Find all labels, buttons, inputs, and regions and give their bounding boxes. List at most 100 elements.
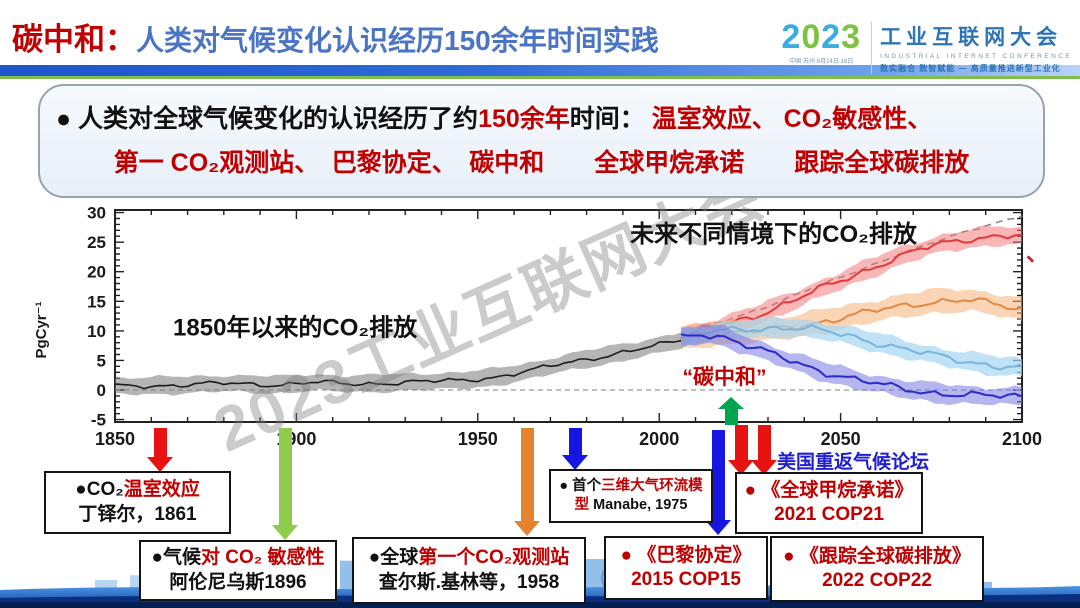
intro-box: ● 人类对全球气候变化的认识经历了约150余年时间： 温室效应、 CO₂敏感性、… [38,84,1045,198]
box-line: 阿伦尼乌斯1896 [169,571,306,595]
arrow-2021-methane-a-part [728,460,754,475]
box-line: ●气候对 CO₂ 敏感性 [152,546,325,570]
text-segment: 2021 COP21 [774,504,884,525]
box-line: 2015 COP15 [631,568,741,592]
box-2015-paris: ● 《巴黎协定》 2015 COP15 [604,536,768,600]
y-tick-label: 25 [87,233,106,252]
box-line: 丁铎尔，1861 [78,503,196,527]
text-segment: 查尔斯.基林等，1958 [378,571,560,593]
watermark: 2023工业互联网大会 [204,161,775,466]
box-2021-methane: ● 《全球甲烷承诺》 2021 COP21 [735,472,923,534]
text-segment: 阿伦尼乌斯1896 [169,571,307,593]
text-segment: ●全球 [368,547,419,569]
arrow-carbon-neutral-up [718,397,744,425]
arrow-1958-station-part [514,521,540,536]
arrow-2015-paris [705,430,731,535]
text-segment: 丁铎尔，1861 [78,503,197,525]
y-axis-label: PgCyr⁻¹ [33,301,50,358]
logo-name-cn: 工业互联网大会 [880,26,1063,49]
label-future: 未来不同情境下的CO₂排放 [630,220,918,248]
x-tick-label: 2050 [821,429,861,449]
intro-line-1: ● 人类对全球气候变化的认识经历了约150余年时间： 温室效应、 CO₂敏感性、 [40,97,1043,141]
text-segment: 第一 CO₂观测站、 巴黎协定、 碳中和 全球甲烷承诺 跟踪全球碳排放 [113,149,970,177]
box-line: 型 Manabe, 1975 [575,496,688,515]
logo-year: 2023 [781,20,861,54]
logo-divider [871,22,873,74]
intro-line-2: 第一 CO₂观测站、 巴黎协定、 碳中和 全球甲烷承诺 跟踪全球碳排放 [40,141,1043,185]
box-line: ●CO₂温室效应 [75,478,199,502]
text-segment: 《全球甲烷承诺》 [761,479,914,501]
x-tick-label: 2100 [1002,429,1042,449]
text-segment: ●气候 [151,547,201,569]
logo-date: 中国·苏州 8月14日-16日 [789,59,854,65]
y-tick-label: 20 [87,263,106,282]
y-tick-label: 15 [87,292,106,311]
text-segment: 三维大气环流模 [601,478,703,495]
series-scenario-low-carbon-neutral [680,333,1023,399]
band-scenario-mid-low [681,316,1022,377]
text-segment: 人类对全球气候变化的认识经历了约 [78,105,479,133]
text-segment: ● [56,105,79,133]
text-segment: 150余年 [478,105,570,133]
arrow-1861-greenhouse [147,428,173,472]
text-segment: 《巴黎协定》 [637,544,752,566]
arrow-1958-station [514,428,540,536]
header-divider-blue [0,65,1080,76]
text-segment: Manabe, 1975 [589,497,688,513]
arrow-2021-methane-b [751,425,777,475]
band-historical [115,323,710,396]
logo-year-digit: 2 [821,18,842,56]
arrow-1896-sensitivity [272,428,298,540]
header-divider-green [0,76,1080,79]
page-title-keyword: 碳中和： [12,22,136,57]
box-line: ● 《巴黎协定》 [621,544,752,568]
box-line: 2022 COP22 [822,569,932,593]
arrow-1861-greenhouse-part [147,457,173,472]
page-title: 碳中和： 人类对气候变化认识经历150余年时间实践 [12,14,659,59]
box-1861-greenhouse: ●CO₂温室效应 丁铎尔，1861 [44,471,231,534]
arrow-2021-methane-a [728,425,754,475]
arrow-2015-paris-part [705,520,731,535]
arrow-1975-model [562,428,588,470]
text-segment: ● [783,545,800,567]
arrow-1861-greenhouse-part [153,428,167,458]
band-scenario-low-carbon-neutral [681,324,1022,406]
box-2022-tracking: ● 《跟踪全球碳排放》 2022 COP22 [770,536,984,602]
arrow-carbon-neutral-up-part [718,397,744,409]
series-scenario-high [680,233,1023,341]
band-scenario-high [681,225,1022,347]
box-1975-model: ● 首个三维大气环流模型 Manabe, 1975 [549,469,713,523]
skyline-building [585,559,607,594]
skyline-base-bar [0,602,1080,608]
text-segment: ●CO₂ [75,479,124,501]
arrow-1896-sensitivity-part [278,428,292,526]
x-tick-label: 1850 [95,429,135,449]
text-segment: 2022 COP22 [822,570,932,591]
stray-comma-mark: 、 [1026,241,1049,266]
arrow-1958-station-part [520,428,534,522]
logo-year-digit: 3 [841,18,862,56]
page-title-text: 人类对气候变化认识经历150余年时间实践 [136,25,659,56]
y-tick-label: -5 [91,411,106,430]
arrow-1975-model-part [562,455,588,470]
arrow-1896-sensitivity-part [272,525,298,540]
text-segment: 对 CO₂ 敏感性 [200,547,325,569]
arrow-2021-methane-b-part [751,460,777,475]
y-tick-label: 5 [97,351,106,370]
box-line: ● 《全球甲烷承诺》 [745,479,914,503]
logo-year-digit: 2 [781,18,802,56]
box-line: ● 《跟踪全球碳排放》 [783,545,971,569]
y-tick-label: 0 [97,381,106,400]
box-line: 查尔斯.基林等，1958 [379,571,560,595]
box-line: 2021 COP21 [774,503,884,527]
arrow-1975-model-part [568,428,582,456]
text-segment: 型 [574,497,590,513]
text-segment: 温室效应、 CO₂敏感性、 [651,105,933,133]
label-historical: 1850年以来的CO₂排放 [173,314,418,342]
text-segment: 2015 COP15 [631,569,741,590]
us-return-label: 美国重返气候论坛 [777,452,930,473]
arrow-2021-methane-b-part [757,425,771,461]
logo-name-block: 工业互联网大会 INDUSTRIAL INTERNET CONFERENCE 数… [880,20,1072,74]
